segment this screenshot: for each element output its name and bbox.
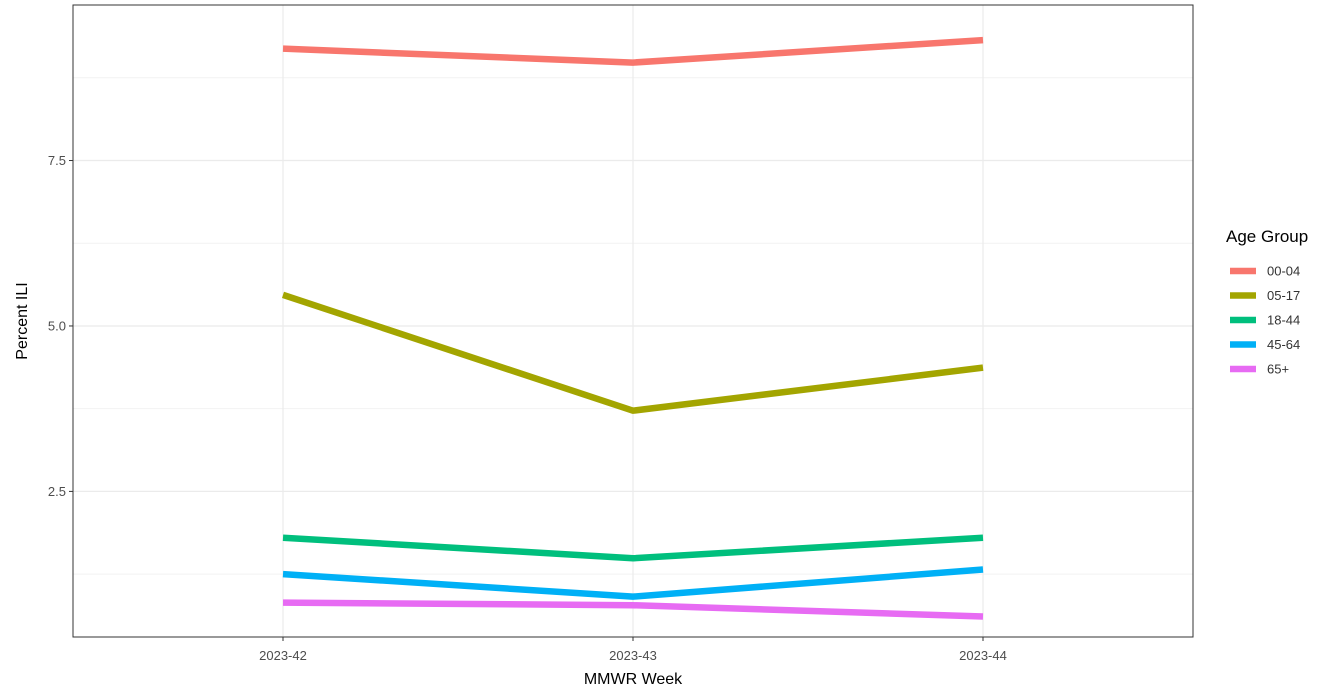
series-line-18-44 (282, 534, 984, 562)
y-axis: 2.5 5.0 7.5 (48, 153, 73, 499)
legend-title: Age Group (1226, 227, 1308, 246)
x-axis: 2023-42 2023-43 2023-44 (259, 637, 1007, 663)
y-tick-label: 5.0 (48, 318, 66, 333)
x-tick-label: 2023-42 (259, 648, 307, 663)
y-tick-label: 7.5 (48, 153, 66, 168)
legend: Age Group 00-04 05-17 18-44 45-64 65+ (1226, 227, 1308, 377)
series-line-45-64 (282, 566, 984, 600)
series-lines (281, 36, 984, 620)
series-line-65+ (282, 599, 984, 620)
x-tick-label: 2023-44 (959, 648, 1007, 663)
legend-label-45-64: 45-64 (1267, 337, 1300, 352)
x-axis-title: MMWR Week (584, 671, 683, 688)
legend-label-65+: 65+ (1267, 362, 1289, 377)
y-tick-label: 2.5 (48, 484, 66, 499)
legend-items: 00-04 05-17 18-44 45-64 65+ (1230, 264, 1300, 377)
series-line-05-17 (281, 291, 984, 414)
series-line-00-04 (282, 36, 984, 66)
legend-label-18-44: 18-44 (1267, 313, 1300, 328)
x-tick-label: 2023-43 (609, 648, 657, 663)
legend-label-05-17: 05-17 (1267, 288, 1300, 303)
major-gridlines (73, 5, 1193, 637)
y-axis-title: Percent ILI (14, 282, 31, 359)
legend-label-00-04: 00-04 (1267, 264, 1300, 279)
